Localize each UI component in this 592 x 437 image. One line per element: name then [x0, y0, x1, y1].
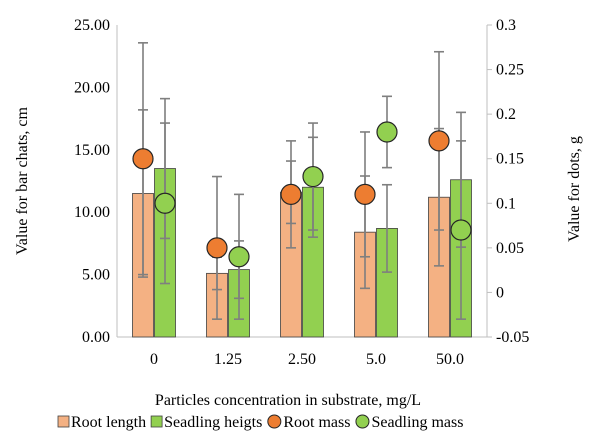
x-axis-title: Particles concentration in substrate, mg…: [155, 392, 421, 409]
y-tick-label: 5.00: [82, 267, 110, 284]
y-tick-label: 15.00: [74, 142, 110, 159]
y-tick-label: 25.00: [74, 17, 110, 34]
legend-label: Seadling mass: [371, 414, 463, 431]
y-tick-label: 0.00: [82, 329, 110, 346]
dot-seadling-mass: [376, 121, 398, 143]
dot-seadling-mass: [302, 165, 324, 188]
legend-marker: [267, 414, 282, 429]
dot-seadling-mass: [450, 219, 472, 241]
legend-label: Root mass: [283, 414, 350, 431]
y2-tick-label: 0.1: [496, 195, 516, 212]
dot-root-mass: [354, 183, 376, 205]
y2-tick-label: 0: [496, 284, 504, 301]
x-tick-label: 0: [150, 351, 158, 368]
y2-tick-label: 0.3: [496, 17, 516, 34]
legend-label: Seadling heigts: [164, 414, 262, 431]
x-tick-label: 50.0: [436, 351, 464, 368]
x-tick-label: 5.0: [366, 351, 386, 368]
legend-swatch: [57, 415, 70, 428]
y2-axis-title: Value for dots, g: [566, 136, 583, 242]
y2-tick-label: 0.05: [496, 240, 524, 257]
y2-tick-label: -0.05: [496, 329, 529, 346]
legend-swatch: [150, 415, 163, 428]
dot-root-mass: [428, 130, 450, 152]
legend-marker: [355, 414, 370, 429]
y-tick-label: 20.00: [74, 79, 110, 96]
y2-tick-label: 0.15: [496, 151, 524, 168]
y2-tick-label: 0.2: [496, 106, 516, 123]
dot-seadling-mass: [154, 192, 176, 214]
x-tick-label: 1.25: [214, 351, 242, 368]
legend-label: Root length: [71, 414, 146, 431]
dot-seadling-mass: [228, 246, 250, 268]
dot-root-mass: [206, 237, 228, 259]
x-tick-label: 2.50: [288, 351, 316, 368]
y2-tick-label: 0.25: [496, 62, 524, 79]
y-axis-title: Value for bar chats, cm: [14, 106, 31, 254]
dot-root-mass: [280, 183, 302, 205]
dot-root-mass: [132, 148, 154, 170]
y-tick-label: 10.00: [74, 204, 110, 221]
